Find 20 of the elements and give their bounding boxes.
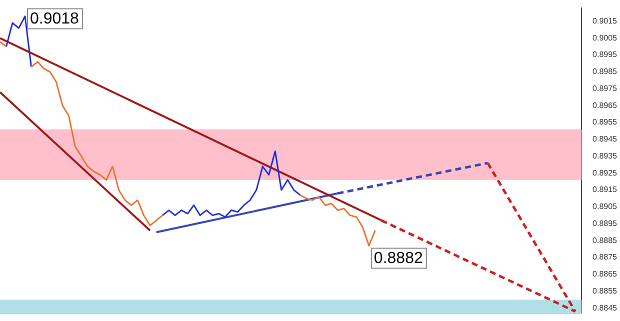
y-tick-label: 0.8895 [592, 218, 618, 228]
y-tick-label: 0.8845 [592, 303, 618, 312]
y-tick-label: 0.8945 [592, 134, 618, 144]
y-tick-label: 0.8855 [592, 286, 618, 296]
annotation: 0.8882 [374, 250, 423, 268]
y-tick-label: 0.8955 [592, 118, 618, 127]
y-tick-label: 0.8865 [592, 270, 618, 279]
y-tick-label: 0.8975 [592, 84, 618, 93]
y-tick-label: 0.8985 [592, 67, 618, 76]
y-tick-label: 0.9005 [592, 33, 618, 42]
y-tick-label: 0.8915 [592, 185, 618, 194]
y-tick-label: 0.8885 [592, 236, 618, 245]
y-tick-label: 0.8995 [592, 50, 618, 60]
y-tick-label: 0.8965 [592, 100, 618, 110]
y-tick-label: 0.8875 [592, 252, 618, 262]
y-tick-label: 0.8925 [592, 168, 618, 178]
y-tick-label: 0.8935 [592, 151, 618, 160]
y-tick-label: 0.8905 [592, 202, 618, 212]
y-tick-label: 0.9015 [592, 16, 618, 26]
annotation: 0.9018 [30, 10, 80, 28]
